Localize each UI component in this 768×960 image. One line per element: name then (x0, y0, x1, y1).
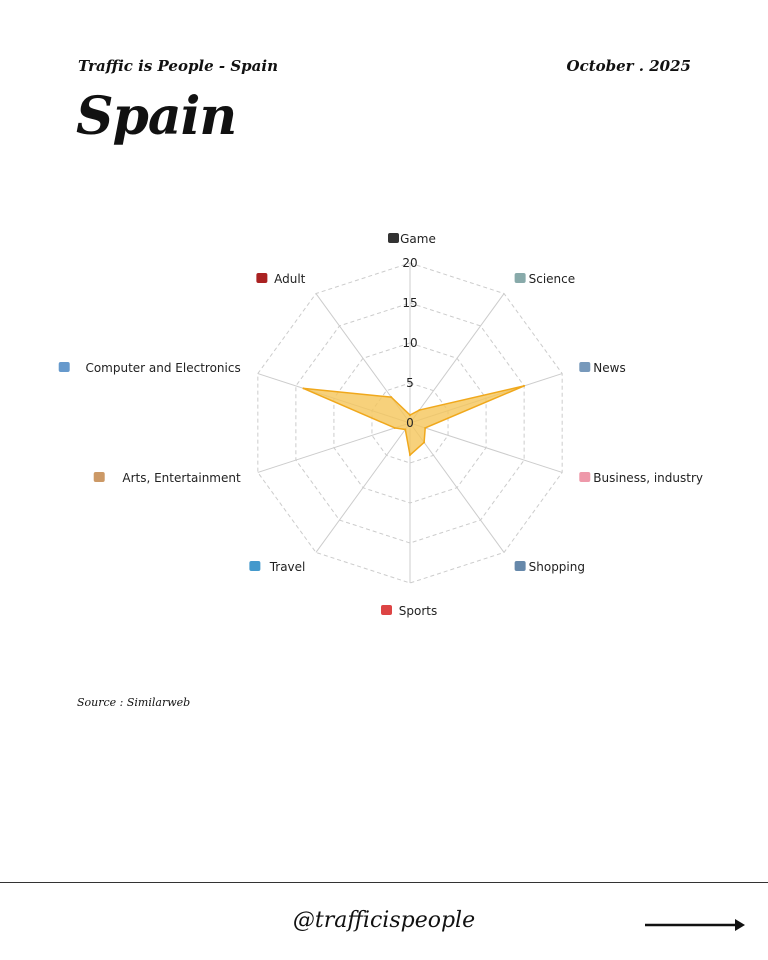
axis-label: Shopping (529, 560, 585, 574)
axis-label: Sports (399, 604, 437, 618)
grid-ring (295, 302, 525, 544)
cyclist-icon (381, 605, 392, 615)
grid-spoke (409, 422, 505, 553)
data-point (409, 454, 411, 456)
tick-label: 5 (406, 376, 414, 390)
axis-label: Science (529, 272, 576, 286)
grid-spoke (409, 422, 563, 473)
tick-label: 0 (406, 416, 414, 430)
axis-label: Game (400, 232, 436, 246)
axis-label: Business, industry (593, 471, 703, 485)
axis-label: Arts, Entertainment (122, 471, 241, 485)
laptop-icon (58, 361, 70, 372)
artist-icon (93, 472, 105, 483)
adult-18-icon (256, 272, 268, 283)
date: October . 2025 (566, 57, 691, 75)
radar-chart: 0 5 10 15 20 Game Science News Business, industr… (58, 232, 703, 618)
grid-ring (257, 262, 563, 584)
data-point (404, 428, 407, 431)
data-point (409, 414, 411, 416)
businessperson-icon (579, 472, 591, 483)
newspaper-icon (579, 361, 591, 372)
data-point (418, 409, 421, 412)
data-point (390, 396, 393, 399)
luggage-icon (249, 561, 261, 572)
microscope-icon (514, 272, 526, 283)
axis-label: Computer and Electronics (85, 361, 240, 375)
source-note: Source : Similarweb (77, 696, 191, 709)
divider (0, 882, 768, 883)
grid-spoke (257, 422, 411, 473)
shopping-cart-icon (514, 561, 526, 572)
data-point (523, 384, 526, 387)
tick-label: 20 (402, 256, 417, 270)
arrow-right-icon[interactable] (645, 918, 745, 932)
subtitle: Traffic is People - Spain (78, 57, 278, 75)
data-point (424, 426, 427, 429)
social-handle[interactable]: @trafficispeople (292, 908, 476, 933)
game-controller-icon (388, 233, 399, 243)
page-title: Spain (76, 86, 237, 147)
grid-spoke (315, 422, 411, 553)
data-point (393, 426, 396, 429)
data-point (302, 387, 305, 390)
axis-label: Travel (269, 560, 306, 574)
axis-label: Adult (274, 272, 306, 286)
data-point (423, 441, 426, 444)
tick-label: 10 (402, 336, 417, 350)
tick-label: 15 (402, 296, 417, 310)
axis-label: News (593, 361, 625, 375)
grid-spoke (409, 293, 505, 424)
